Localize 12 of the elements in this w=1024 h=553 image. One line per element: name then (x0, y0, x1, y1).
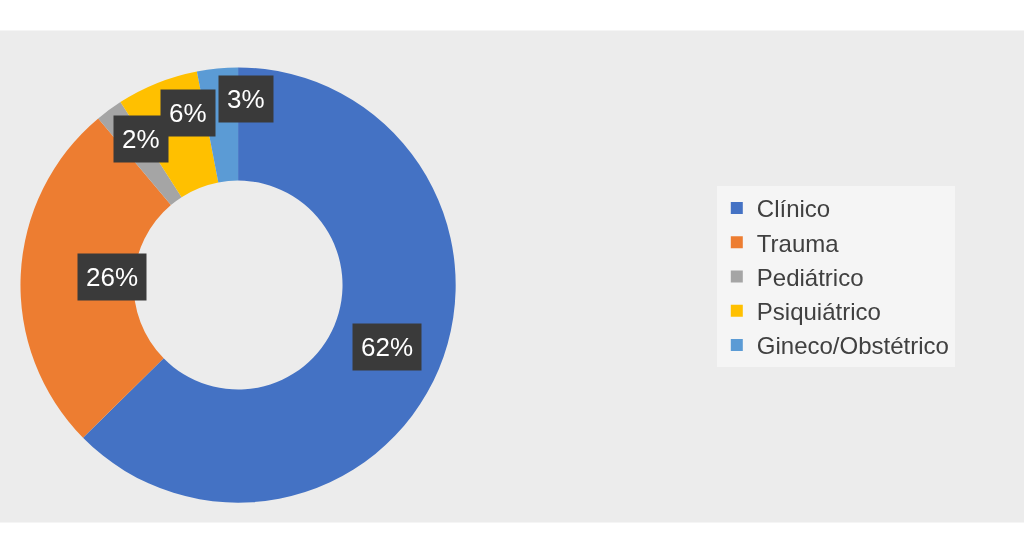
data-label: 62% (361, 332, 414, 362)
data-label: 3% (227, 84, 265, 114)
donut-slice (20, 118, 171, 438)
legend-label: Pediátrico (756, 263, 864, 291)
data-label: 26% (86, 262, 139, 292)
legend-label: Clínico (756, 195, 831, 223)
data-label: 6% (169, 98, 207, 128)
data-label: 2% (122, 124, 160, 154)
legend-label: Gineco/Obstétrico (756, 332, 949, 360)
donut-slice (83, 67, 456, 503)
legend-label: Psiquiátrico (756, 298, 881, 326)
legend-label: Trauma (756, 229, 840, 257)
